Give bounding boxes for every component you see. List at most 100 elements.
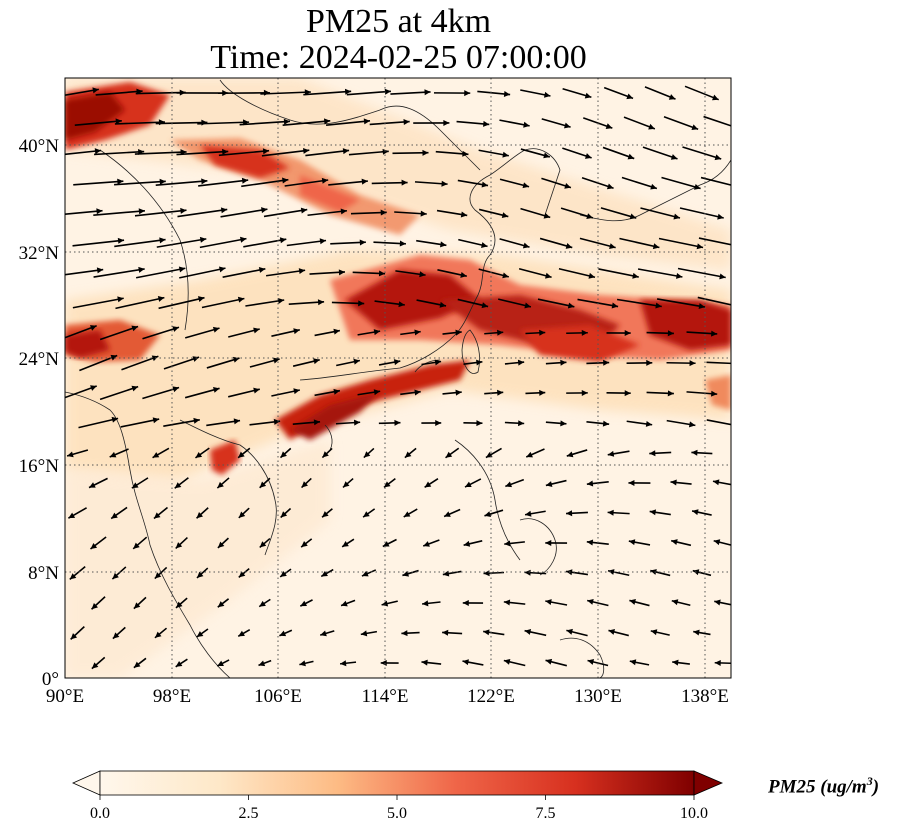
wind-vector-shaft — [99, 385, 139, 401]
wind-vector-head — [153, 512, 161, 519]
wind-vector-head — [403, 511, 411, 517]
wind-vector-head — [217, 601, 225, 608]
wind-vector-head — [238, 571, 246, 578]
wind-vector-shaft — [392, 151, 429, 155]
wind-vector-head — [91, 602, 98, 610]
wind-vector-head — [301, 481, 308, 488]
wind-vector-head — [300, 600, 308, 607]
wind-vector-head — [361, 570, 369, 577]
colorbar: 0.0 2.5 5.0 7.5 10.0 — [72, 770, 724, 822]
wind-vector-head — [174, 482, 182, 489]
wind-vector-shaft — [177, 208, 228, 218]
wind-vector-head — [667, 330, 674, 337]
wind-vector-head — [333, 388, 340, 395]
wind-vector-head — [503, 658, 511, 665]
wind-vector-head — [238, 511, 246, 518]
wind-vector-head — [175, 661, 183, 667]
wind-vector-head — [632, 272, 639, 279]
wind-vector-head — [192, 356, 200, 362]
wind-vector-shaft — [245, 299, 285, 307]
wind-vector-head — [545, 539, 552, 546]
wind-vector-head — [317, 299, 325, 306]
wind-vector-head — [545, 658, 553, 665]
wind-vector-head — [543, 152, 550, 159]
wind-vector-head — [586, 539, 594, 546]
wind-vector-head — [655, 302, 662, 309]
wind-vector-head — [587, 598, 594, 605]
wind-vector-head — [323, 118, 331, 125]
wind-vector-head — [363, 118, 371, 125]
wind-vector-head — [344, 88, 352, 95]
wind-vector-shaft — [621, 176, 658, 190]
y-tick-label: 24°N — [19, 349, 60, 370]
wind-vector-head — [627, 153, 635, 160]
wind-vector-head — [545, 599, 552, 606]
wind-vector-shaft — [142, 326, 180, 340]
wind-vector-shaft — [642, 146, 678, 160]
wind-vector-shaft — [579, 237, 616, 249]
wind-vector-shaft — [260, 91, 311, 95]
wind-vector-head — [539, 389, 546, 396]
y-tick-label: 16°N — [19, 456, 60, 477]
wind-vector-shaft — [265, 269, 306, 277]
wind-vector-head — [299, 660, 306, 667]
wind-vector-head — [253, 387, 260, 394]
wind-vector-head — [212, 326, 220, 333]
wind-vector-shaft — [156, 238, 207, 248]
wind-vector-head — [422, 600, 429, 607]
wind-vector-shaft — [218, 149, 270, 157]
wind-vector-head — [133, 661, 141, 668]
wind-vector-shaft — [199, 237, 247, 249]
wind-vector-head — [384, 88, 391, 95]
wind-vector-head — [363, 451, 371, 458]
wind-vector-shaft — [163, 356, 200, 370]
wind-vector-head — [340, 208, 347, 215]
wind-vector-head — [358, 300, 365, 307]
wind-vector-head — [422, 149, 429, 156]
wind-vector-shaft — [282, 119, 331, 127]
wind-vector-head — [584, 92, 592, 99]
colorbar-label-main: PM25 (ug/m — [768, 776, 867, 798]
wind-vector-head — [517, 359, 525, 366]
wind-vector-head — [629, 659, 637, 666]
wind-vector-head — [138, 208, 145, 215]
wind-vector-head — [602, 420, 610, 427]
wind-vector-head — [218, 266, 226, 273]
wind-vector-head — [460, 271, 467, 278]
wind-vector-shaft — [263, 208, 308, 218]
wind-vector-shaft — [135, 267, 186, 279]
wind-vector-head — [524, 302, 531, 309]
wind-vector-head — [504, 540, 511, 547]
wind-vector-shaft — [120, 418, 160, 428]
wind-vector-shaft — [142, 386, 180, 400]
wind-vector-shaft — [93, 268, 145, 278]
wind-vector-head — [586, 213, 593, 220]
wind-vector-head — [117, 178, 124, 185]
wind-vector-head — [196, 511, 204, 519]
wind-vector-head — [378, 270, 386, 277]
wind-vector-head — [92, 87, 99, 94]
wind-vector-head — [414, 389, 421, 396]
wind-vector-head — [259, 481, 267, 488]
wind-vector-head — [91, 662, 99, 669]
wind-vector-shaft — [134, 151, 187, 155]
wind-vector-head — [670, 479, 677, 486]
wind-vector-head — [652, 243, 660, 250]
wind-vector-head — [673, 213, 680, 220]
wind-vector-head — [584, 153, 592, 159]
wind-vector-head — [360, 630, 368, 637]
wind-vector-head — [696, 243, 704, 250]
wind-vector-shaft — [706, 419, 731, 426]
wind-vector-head — [503, 91, 511, 97]
x-tick-label: 122°E — [467, 686, 515, 707]
wind-vector-head — [463, 540, 471, 547]
wind-vector-head — [178, 266, 186, 273]
wind-vector-head — [117, 237, 125, 244]
wind-vector-head — [518, 420, 525, 427]
wind-vector-head — [341, 600, 348, 607]
wind-vector-head — [70, 633, 78, 640]
wind-vector-head — [503, 599, 511, 606]
wind-vector-head — [172, 326, 180, 332]
wind-vector-head — [69, 573, 77, 580]
wind-vector-head — [273, 418, 281, 425]
